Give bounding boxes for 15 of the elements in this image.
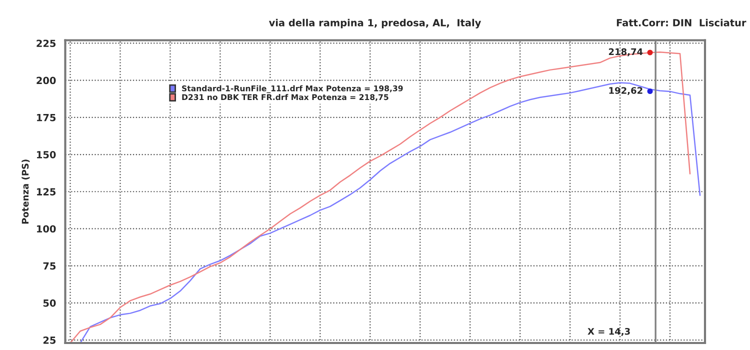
y-tick-label: 25	[43, 336, 56, 344]
data-label: 218,74	[608, 48, 643, 56]
y-axis-title: Potenza (PS)	[22, 160, 30, 224]
text: Fatt.Corr: DIN Lisciatur	[616, 18, 746, 26]
chart-subtitle: via della rampina 1, predosa, AL, Italy	[268, 18, 481, 28]
y-tick-label: 200	[36, 76, 56, 84]
data-label: 192,62	[609, 87, 642, 96]
y-tick-label: 150	[37, 151, 56, 158]
annotation: X = 14,3	[588, 328, 630, 336]
y-tick-label: 100	[37, 225, 56, 233]
y-tick-label: 175	[37, 114, 56, 122]
y-tick-label: 125	[37, 188, 56, 196]
y-tick-label: 225	[36, 40, 56, 48]
y-tick-label: 75	[43, 262, 56, 270]
y-tick-label: 50	[43, 299, 56, 307]
